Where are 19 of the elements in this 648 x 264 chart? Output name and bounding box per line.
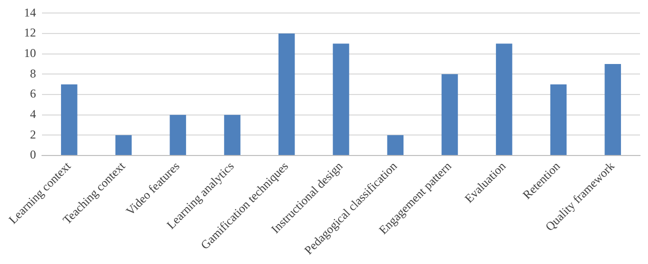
y-tick-label: 0 (30, 148, 36, 162)
bar (278, 34, 295, 155)
y-tick-label: 4 (30, 106, 36, 121)
bar (496, 44, 512, 155)
y-tick-label: 2 (30, 127, 36, 142)
bar (61, 84, 78, 155)
bar (550, 84, 567, 155)
bar (332, 44, 350, 155)
bar (604, 64, 621, 155)
y-tick-label: 14 (24, 5, 36, 20)
bar (170, 114, 186, 155)
y-tick-label: 12 (24, 26, 36, 40)
bar (224, 114, 240, 155)
y-tick-label: 10 (24, 46, 36, 60)
bar (115, 135, 132, 155)
y-tick-label: 8 (30, 66, 36, 80)
y-tick-label: 6 (30, 86, 36, 101)
bar (387, 135, 404, 155)
bar (442, 74, 458, 155)
